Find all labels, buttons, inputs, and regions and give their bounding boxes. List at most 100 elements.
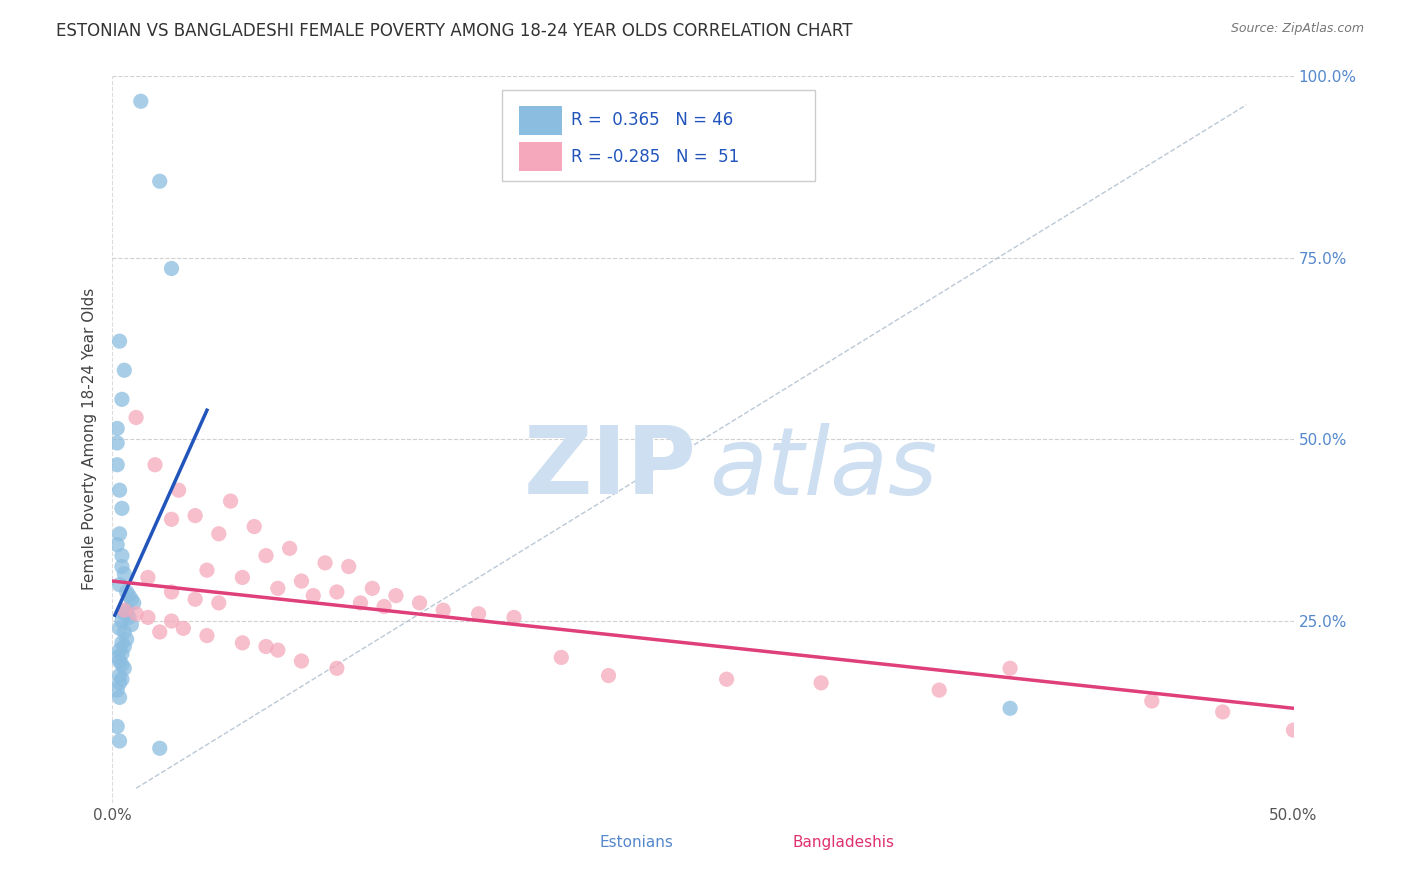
Point xyxy=(167,483,190,498)
Point xyxy=(129,95,152,109)
Point xyxy=(115,585,138,599)
Point xyxy=(108,654,131,668)
Point xyxy=(373,599,395,614)
Point xyxy=(432,603,454,617)
Point xyxy=(267,643,290,657)
Point xyxy=(928,683,950,698)
Point xyxy=(231,570,253,584)
Point xyxy=(108,668,131,682)
Point xyxy=(112,607,135,621)
Point xyxy=(122,596,145,610)
Point xyxy=(998,701,1021,715)
Point xyxy=(108,643,131,657)
FancyBboxPatch shape xyxy=(519,105,562,135)
Point xyxy=(160,614,183,628)
Point xyxy=(108,676,131,690)
Point xyxy=(105,650,128,665)
Point xyxy=(160,512,183,526)
Point xyxy=(160,261,183,276)
Point xyxy=(112,566,135,581)
Point xyxy=(108,578,131,592)
Text: R = -0.285   N =  51: R = -0.285 N = 51 xyxy=(571,147,740,166)
Point xyxy=(111,501,134,516)
Point xyxy=(254,640,277,654)
Point xyxy=(112,603,135,617)
Point xyxy=(172,621,194,635)
Point xyxy=(160,585,183,599)
Point xyxy=(111,614,134,628)
Point xyxy=(408,596,430,610)
Point xyxy=(136,570,159,584)
Point xyxy=(208,596,231,610)
Point xyxy=(326,661,349,675)
Point xyxy=(326,585,349,599)
Point xyxy=(467,607,489,621)
Point xyxy=(716,672,738,686)
Point xyxy=(361,582,384,596)
Point xyxy=(290,654,312,668)
Point xyxy=(115,603,138,617)
Point xyxy=(1282,723,1305,737)
Point xyxy=(349,596,371,610)
Point xyxy=(111,636,134,650)
Text: Bangladeshis: Bangladeshis xyxy=(793,835,894,850)
Point xyxy=(278,541,301,556)
Point xyxy=(108,621,131,635)
Text: Estonians: Estonians xyxy=(599,835,673,850)
Point xyxy=(550,650,572,665)
Y-axis label: Female Poverty Among 18-24 Year Olds: Female Poverty Among 18-24 Year Olds xyxy=(82,288,97,591)
Point xyxy=(184,592,207,607)
FancyBboxPatch shape xyxy=(519,142,562,171)
Point xyxy=(998,661,1021,675)
Point xyxy=(108,483,131,498)
Point xyxy=(105,436,128,450)
Point xyxy=(112,624,135,639)
Point xyxy=(219,494,242,508)
Point xyxy=(111,657,134,672)
Point xyxy=(105,719,128,733)
Point xyxy=(208,526,231,541)
Point xyxy=(112,661,135,675)
Point xyxy=(231,636,253,650)
Point xyxy=(337,559,360,574)
Point xyxy=(105,683,128,698)
FancyBboxPatch shape xyxy=(502,90,815,181)
Point xyxy=(149,174,172,188)
Point xyxy=(105,458,128,472)
Text: atlas: atlas xyxy=(709,423,938,514)
Point xyxy=(112,363,135,377)
FancyBboxPatch shape xyxy=(749,831,785,855)
Point xyxy=(120,592,142,607)
Point xyxy=(184,508,207,523)
FancyBboxPatch shape xyxy=(554,831,589,855)
Point xyxy=(111,647,134,661)
Text: Source: ZipAtlas.com: Source: ZipAtlas.com xyxy=(1230,22,1364,36)
Point xyxy=(108,690,131,705)
Point xyxy=(302,589,325,603)
Point xyxy=(598,668,620,682)
Point xyxy=(111,392,134,407)
Text: ZIP: ZIP xyxy=(524,423,697,515)
Point xyxy=(118,589,141,603)
Point xyxy=(120,617,142,632)
Text: ESTONIAN VS BANGLADESHI FEMALE POVERTY AMONG 18-24 YEAR OLDS CORRELATION CHART: ESTONIAN VS BANGLADESHI FEMALE POVERTY A… xyxy=(56,22,853,40)
Point xyxy=(108,526,131,541)
Point xyxy=(810,676,832,690)
Point xyxy=(111,549,134,563)
Point xyxy=(314,556,336,570)
Point xyxy=(111,672,134,686)
Point xyxy=(290,574,312,588)
Text: R =  0.365   N = 46: R = 0.365 N = 46 xyxy=(571,112,733,129)
Point xyxy=(143,458,166,472)
Point xyxy=(115,632,138,647)
Point xyxy=(1140,694,1163,708)
Point xyxy=(136,610,159,624)
Point xyxy=(195,629,218,643)
Point xyxy=(125,607,148,621)
Point xyxy=(1212,705,1234,719)
Point xyxy=(108,334,131,348)
Point xyxy=(111,559,134,574)
Point xyxy=(149,624,172,639)
Point xyxy=(125,410,148,425)
Point xyxy=(112,640,135,654)
